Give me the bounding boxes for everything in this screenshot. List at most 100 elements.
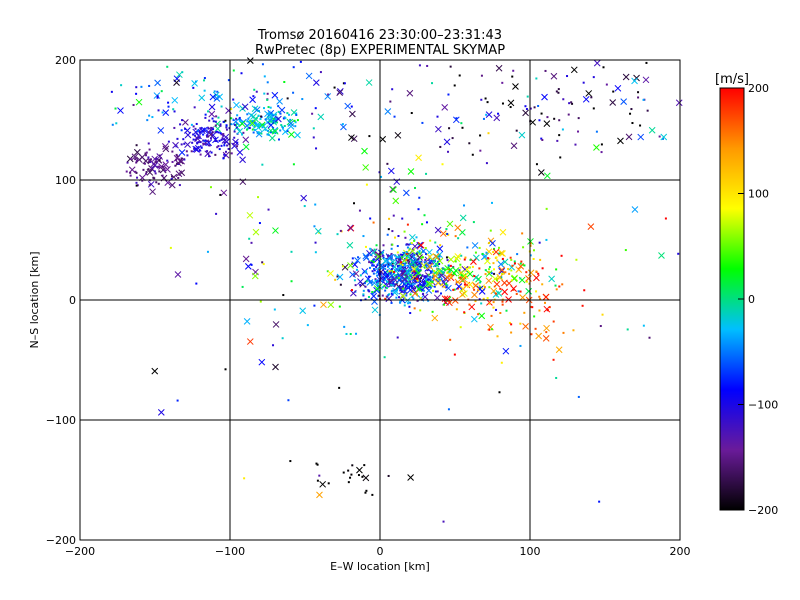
scatter-cross-marker — [515, 266, 523, 274]
scatter-dot-marker — [258, 222, 261, 225]
scatter-dot-marker — [377, 290, 380, 293]
scatter-cross-marker — [542, 334, 550, 342]
scatter-dot-marker — [425, 278, 428, 281]
scatter-dot-marker — [222, 134, 225, 137]
scatter-cross-marker — [275, 115, 282, 123]
scatter-dot-marker — [425, 221, 428, 224]
scatter-dot-marker — [261, 63, 264, 66]
scatter-dot-marker — [351, 464, 354, 467]
scatter-dot-marker — [173, 110, 176, 113]
scatter-points — [110, 57, 683, 523]
scatter-dot-marker — [646, 109, 649, 112]
scatter-cross-marker — [495, 290, 503, 297]
scatter-dot-marker — [436, 251, 439, 254]
scatter-dot-marker — [342, 82, 345, 85]
scatter-cross-marker — [207, 126, 215, 134]
scatter-dot-marker — [538, 309, 541, 312]
scatter-cross-marker — [463, 266, 471, 273]
scatter-cross-marker — [361, 268, 369, 275]
scatter-dot-marker — [393, 283, 396, 286]
scatter-dot-marker — [312, 127, 315, 130]
scatter-dot-marker — [484, 97, 487, 100]
scatter-dot-marker — [376, 279, 379, 282]
scatter-dot-marker — [129, 171, 132, 174]
scatter-dot-marker — [411, 252, 414, 255]
scatter-cross-marker — [251, 272, 259, 280]
scatter-dot-marker — [217, 116, 220, 119]
scatter-dot-marker — [533, 106, 536, 109]
scatter-cross-marker — [221, 137, 229, 144]
scatter-dot-marker — [405, 256, 408, 259]
scatter-cross-marker — [340, 123, 347, 131]
scatter-dot-marker — [408, 262, 411, 265]
scatter-dot-marker — [263, 123, 266, 126]
scatter-dot-marker — [183, 142, 186, 145]
scatter-dot-marker — [252, 95, 255, 98]
scatter-dot-marker — [421, 250, 424, 253]
scatter-cross-marker — [320, 301, 327, 309]
scatter-dot-marker — [456, 287, 459, 290]
scatter-dot-marker — [236, 145, 239, 148]
scatter-dot-marker — [417, 208, 420, 211]
scatter-cross-marker — [548, 275, 555, 283]
scatter-cross-marker — [172, 141, 179, 149]
scatter-dot-marker — [341, 123, 344, 126]
scatter-dot-marker — [268, 120, 271, 123]
scatter-dot-marker — [493, 247, 496, 250]
scatter-dot-marker — [161, 174, 164, 177]
scatter-dot-marker — [552, 320, 555, 323]
scatter-dot-marker — [267, 133, 270, 136]
scatter-dot-marker — [236, 114, 239, 117]
scatter-dot-marker — [215, 212, 218, 215]
scatter-dot-marker — [396, 245, 399, 248]
x-tick-label: 200 — [670, 545, 691, 558]
scatter-dot-marker — [233, 136, 236, 139]
scatter-dot-marker — [362, 294, 365, 297]
scatter-dot-marker — [405, 277, 408, 280]
y-axis-label: N–S location [km] — [28, 251, 41, 348]
scatter-dot-marker — [529, 254, 532, 257]
scatter-dot-marker — [314, 251, 317, 254]
scatter-dot-marker — [263, 75, 266, 78]
scatter-cross-marker — [648, 126, 656, 134]
scatter-dot-marker — [485, 162, 488, 165]
scatter-dot-marker — [445, 256, 448, 259]
scatter-dot-marker — [417, 284, 420, 287]
scatter-dot-marker — [217, 145, 220, 148]
scatter-dot-marker — [630, 108, 633, 111]
scatter-cross-marker — [204, 150, 212, 158]
y-tick-label: 200 — [55, 54, 76, 67]
scatter-dot-marker — [558, 119, 561, 122]
scatter-cross-marker — [498, 266, 506, 274]
scatter-dot-marker — [257, 196, 260, 199]
scatter-dot-marker — [175, 153, 178, 156]
scatter-cross-marker — [243, 318, 251, 325]
scatter-dot-marker — [423, 214, 426, 217]
scatter-dot-marker — [406, 246, 409, 249]
scatter-dot-marker — [510, 258, 513, 261]
scatter-dot-marker — [417, 258, 420, 261]
scatter-dot-marker — [405, 258, 408, 261]
scatter-cross-marker — [417, 241, 425, 249]
scatter-dot-marker — [110, 90, 113, 93]
scatter-dot-marker — [535, 163, 538, 166]
scatter-cross-marker — [447, 266, 455, 273]
scatter-cross-marker — [354, 257, 361, 264]
scatter-dot-marker — [376, 270, 379, 273]
x-axis-ticks: −200 −100 0 100 200 — [65, 545, 691, 558]
scatter-dot-marker — [365, 489, 368, 492]
scatter-dot-marker — [381, 286, 384, 289]
scatter-cross-marker — [209, 93, 217, 101]
scatter-dot-marker — [333, 86, 336, 89]
scatter-dot-marker — [314, 107, 317, 110]
scatter-cross-marker — [543, 120, 551, 128]
scatter-dot-marker — [173, 126, 176, 129]
scatter-dot-marker — [290, 250, 293, 253]
scatter-dot-marker — [371, 259, 374, 262]
scatter-dot-marker — [471, 265, 474, 268]
scatter-dot-marker — [154, 160, 157, 163]
scatter-dot-marker — [484, 273, 487, 276]
scatter-cross-marker — [497, 260, 505, 268]
scatter-dot-marker — [407, 302, 410, 305]
scatter-dot-marker — [228, 127, 231, 130]
